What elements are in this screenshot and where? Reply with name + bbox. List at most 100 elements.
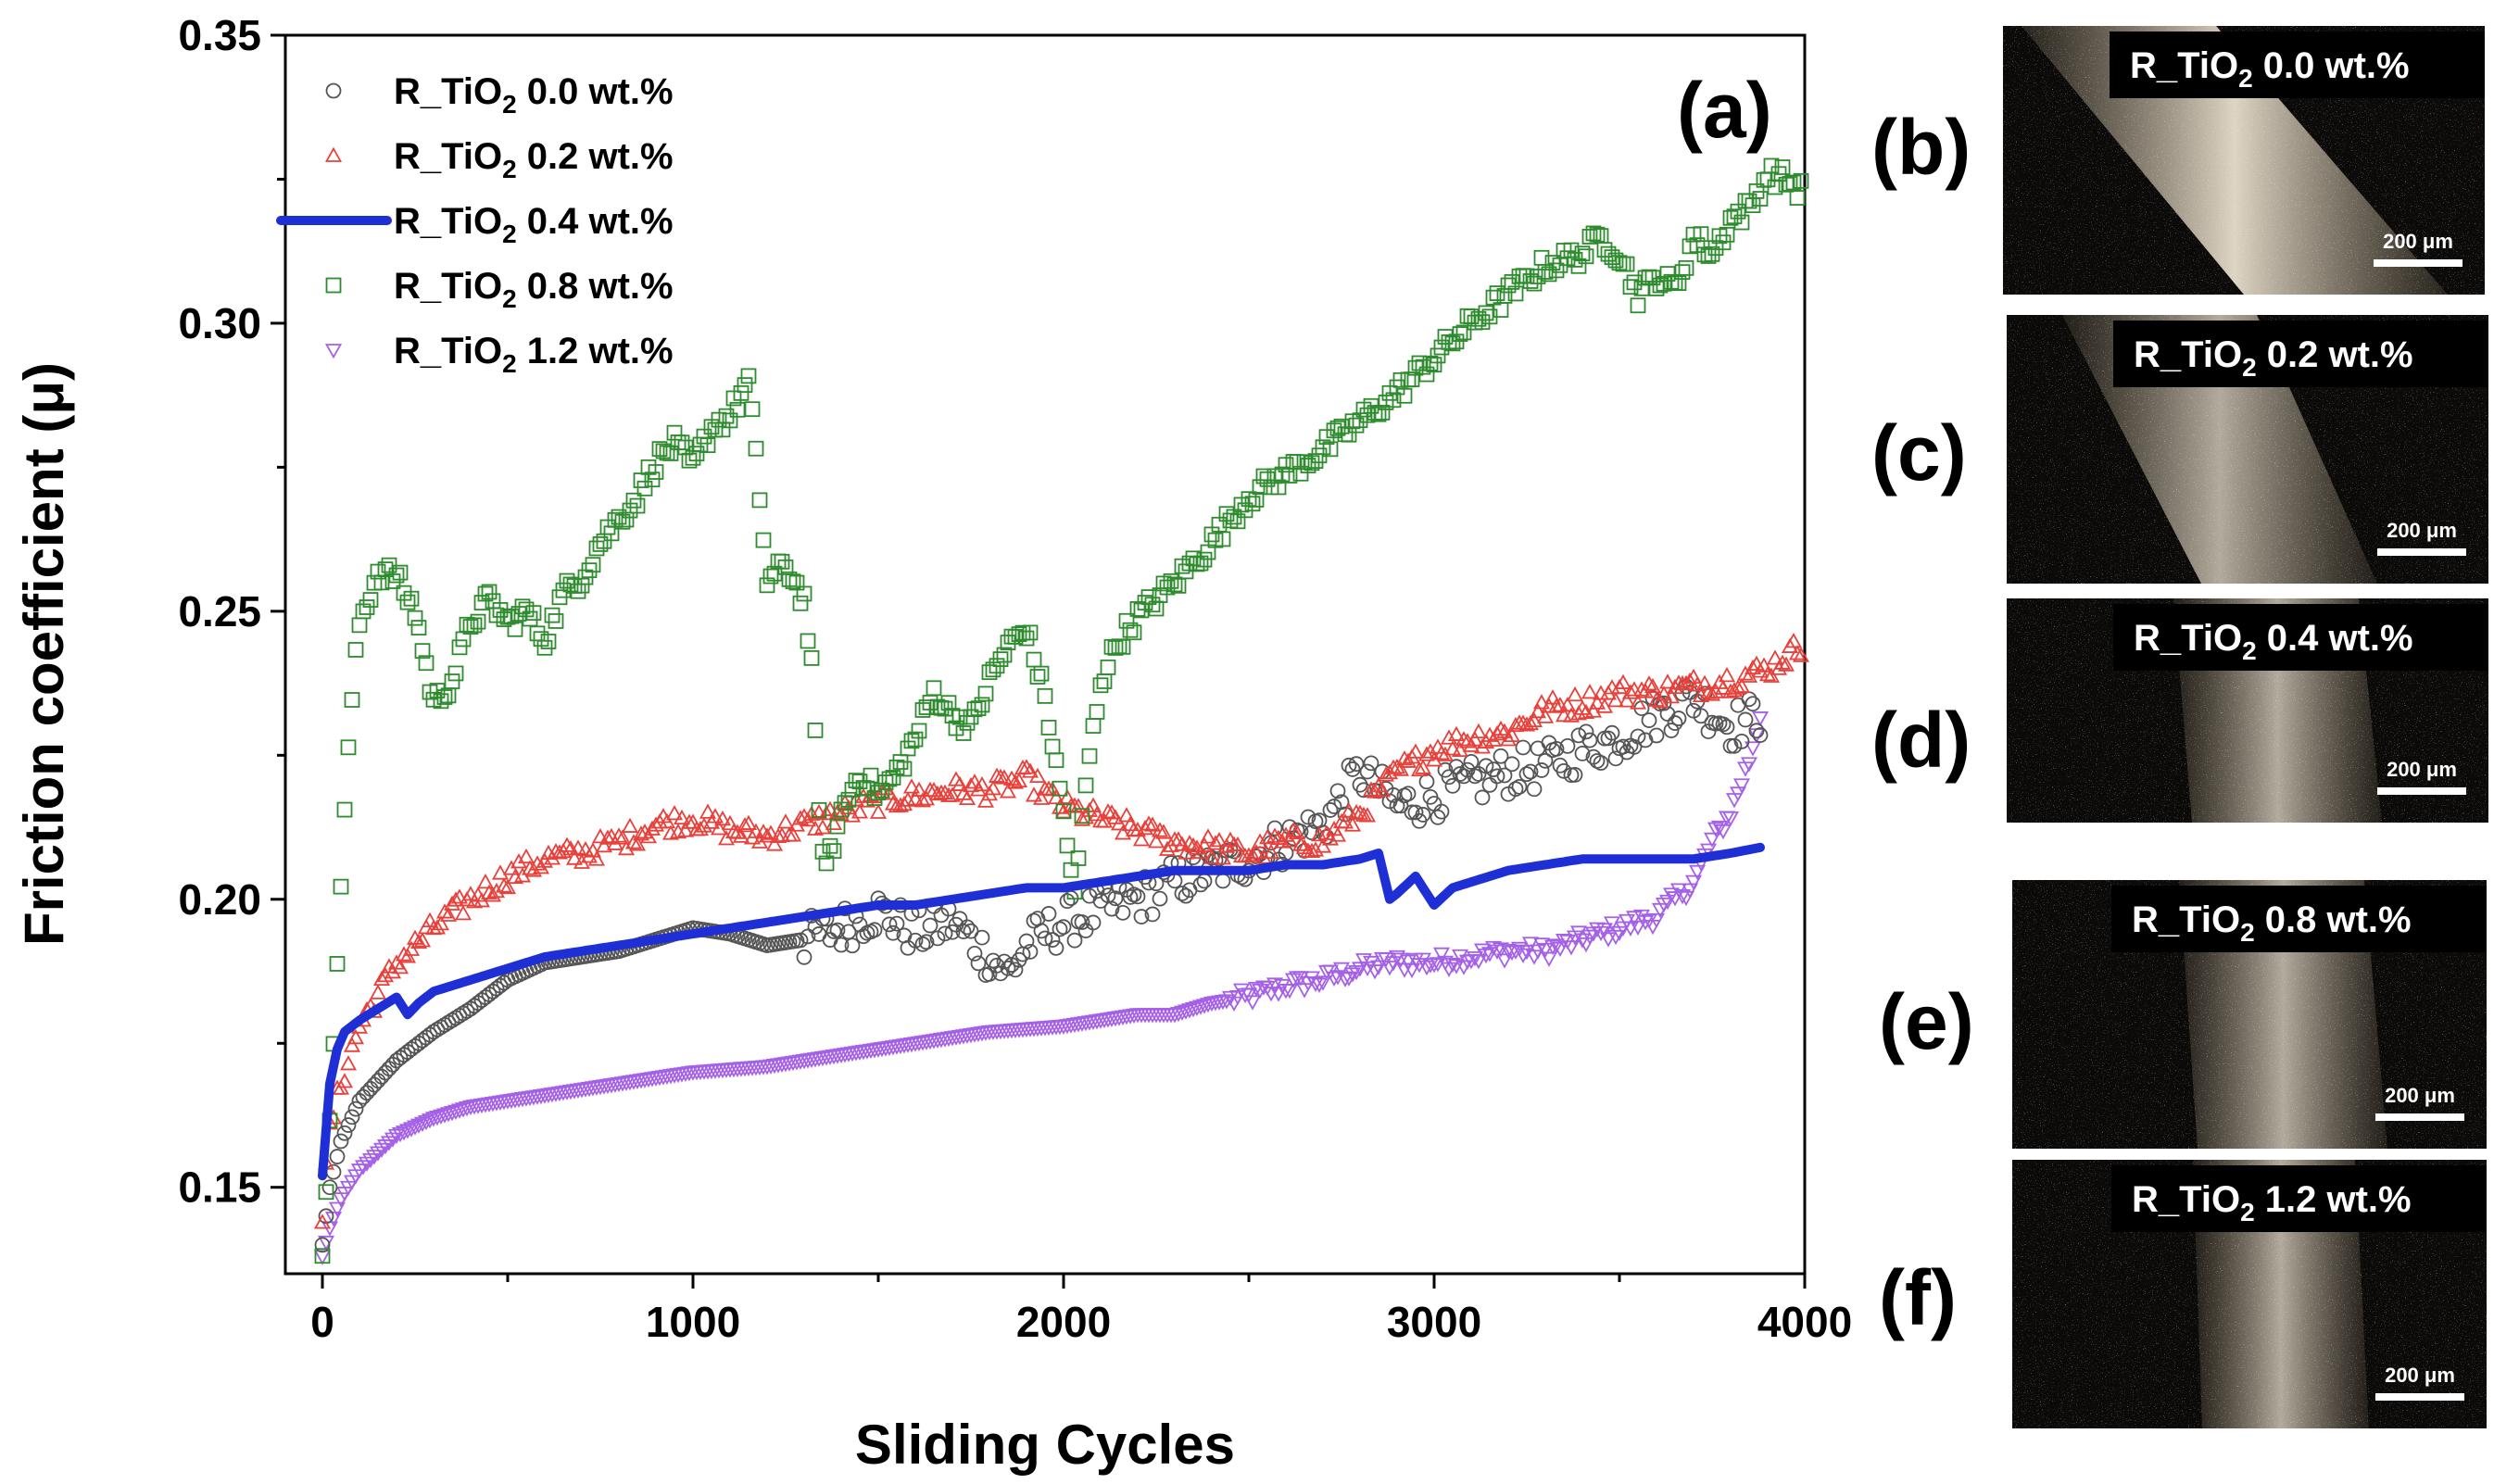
data-point xyxy=(1143,816,1162,832)
data-point xyxy=(351,1093,368,1109)
data-point xyxy=(1300,809,1316,825)
data-point xyxy=(535,852,554,868)
data-point xyxy=(1377,766,1395,782)
data-point xyxy=(1514,948,1532,963)
data-point xyxy=(1195,836,1214,852)
data-point xyxy=(613,829,632,845)
data-point xyxy=(1122,622,1139,638)
data-point xyxy=(384,1132,402,1148)
data-point xyxy=(1343,967,1362,983)
data-point xyxy=(688,446,705,462)
data-point xyxy=(1055,803,1072,820)
legend-item: R_TiO2 0.0 wt.% xyxy=(325,71,674,119)
data-point xyxy=(329,956,346,972)
data-point xyxy=(706,808,724,824)
data-point xyxy=(914,936,931,952)
data-point xyxy=(402,940,421,956)
micrograph-label-box xyxy=(2110,31,2485,98)
data-point xyxy=(592,536,609,552)
data-point xyxy=(521,860,539,875)
data-point xyxy=(748,440,764,457)
data-point xyxy=(1184,836,1203,853)
data-point xyxy=(1374,404,1391,421)
data-point xyxy=(955,725,972,741)
data-point xyxy=(1165,1008,1184,1024)
data-point xyxy=(810,803,828,820)
data-point xyxy=(1574,245,1591,262)
data-point xyxy=(1199,998,1217,1013)
data-point xyxy=(1748,723,1765,739)
data-point xyxy=(407,610,423,626)
data-point xyxy=(358,1156,376,1172)
series-3 xyxy=(314,157,1809,1264)
data-point xyxy=(733,384,749,401)
data-point xyxy=(395,1126,413,1141)
data-point xyxy=(1140,815,1158,831)
data-point xyxy=(1184,1002,1203,1018)
micrograph-letter: (f) xyxy=(1879,1254,1957,1341)
data-point xyxy=(1415,807,1431,823)
data-point xyxy=(1492,720,1510,736)
data-point xyxy=(321,1179,338,1196)
data-point xyxy=(1751,711,1770,727)
scale-bar-label: 200 μm xyxy=(2387,758,2457,781)
data-point xyxy=(1070,850,1087,866)
data-point xyxy=(1499,731,1518,747)
data-point xyxy=(1336,972,1354,987)
data-point xyxy=(343,1037,361,1052)
data-point xyxy=(1055,919,1072,936)
data-point xyxy=(784,826,802,842)
data-point xyxy=(1578,723,1594,740)
y-axis-title: Friction coefficient (μ) xyxy=(13,362,75,946)
data-point xyxy=(1469,723,1488,739)
data-point xyxy=(765,836,784,851)
data-point xyxy=(344,692,360,708)
data-point xyxy=(925,782,943,798)
data-point xyxy=(525,605,542,622)
data-point xyxy=(1732,778,1751,794)
data-point xyxy=(674,434,690,451)
data-point xyxy=(381,1061,397,1077)
data-point xyxy=(1407,804,1424,821)
data-point xyxy=(1340,802,1358,818)
data-point xyxy=(1670,275,1687,292)
micrograph-label: R_TiO2 0.0 wt.% xyxy=(2130,45,2410,93)
data-point xyxy=(1737,711,1754,728)
data-point xyxy=(1421,743,1440,759)
data-point xyxy=(1314,837,1332,853)
data-point xyxy=(1215,531,1231,547)
data-point xyxy=(1284,973,1303,988)
data-point xyxy=(1430,347,1446,364)
data-point xyxy=(587,850,606,866)
data-point xyxy=(1306,841,1325,857)
data-point xyxy=(1621,921,1640,937)
data-point xyxy=(1721,811,1740,827)
data-point xyxy=(1444,777,1461,794)
data-point xyxy=(1251,833,1269,849)
data-point xyxy=(1228,836,1247,852)
data-point xyxy=(1266,820,1283,836)
data-point xyxy=(565,849,584,865)
data-point xyxy=(584,842,602,858)
data-point xyxy=(973,775,991,792)
data-point xyxy=(528,855,547,871)
data-point xyxy=(1559,737,1576,754)
data-point xyxy=(339,1055,358,1071)
data-point xyxy=(595,836,613,853)
data-point xyxy=(403,590,420,607)
data-point xyxy=(1214,849,1232,865)
data-point xyxy=(1693,708,1709,724)
data-point xyxy=(1451,741,1469,758)
data-point xyxy=(391,958,409,975)
micrograph-panels: (b) R_TiO2 0.0 wt.% 200 μm (c) R_TiO2 0.2 wt… xyxy=(1871,26,2488,1428)
data-point xyxy=(1673,889,1692,905)
micrograph-panel-2: (d) R_TiO2 0.4 wt.% 200 μm xyxy=(1871,598,2488,823)
data-point xyxy=(658,812,676,829)
data-point xyxy=(1122,888,1139,905)
data-point xyxy=(409,1118,428,1134)
data-point xyxy=(1196,873,1213,889)
x-axis-ticks: 0 1000 2000 3000 4000 xyxy=(310,1274,1852,1346)
data-point xyxy=(387,1128,406,1145)
data-point xyxy=(1518,716,1536,732)
data-point xyxy=(1406,743,1425,759)
